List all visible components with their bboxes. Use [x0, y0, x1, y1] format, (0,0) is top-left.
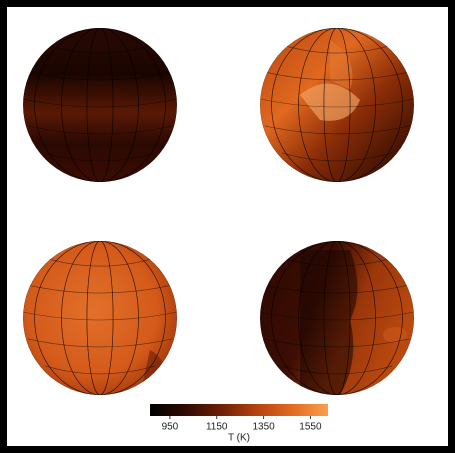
- globe: [23, 241, 177, 395]
- tick-label: 1150: [206, 422, 228, 433]
- colorbar-label: T (K): [228, 433, 250, 444]
- tick-label: 1350: [252, 422, 275, 433]
- tick-label: 1550: [299, 422, 322, 433]
- colorbar: [150, 404, 328, 416]
- globe: [260, 28, 414, 182]
- figure: T (K) 950 1150 1350 1550: [0, 0, 455, 453]
- globe: [260, 241, 414, 395]
- tick-label: 950: [162, 422, 179, 433]
- globe: [23, 28, 177, 182]
